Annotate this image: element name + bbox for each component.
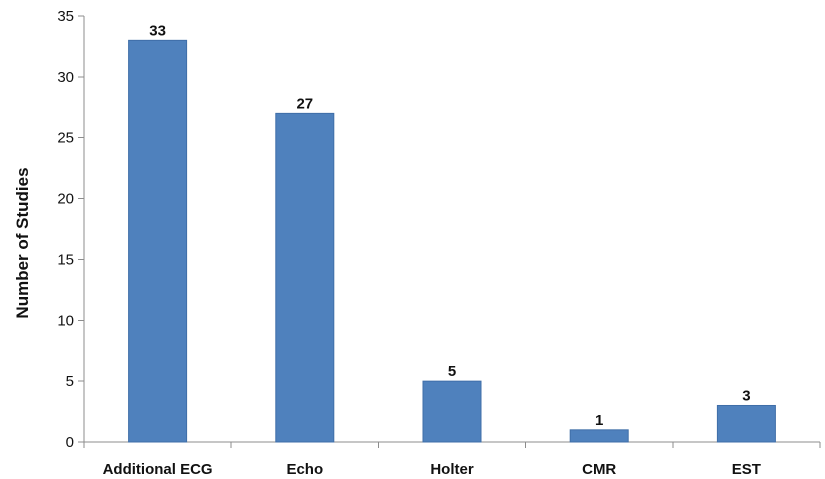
- y-axis-title: Number of Studies: [13, 167, 32, 318]
- bar-cmr: [569, 429, 629, 443]
- y-tick-label-0: 0: [66, 434, 74, 451]
- x-tick-label-additional-ecg: Additional ECG: [103, 461, 213, 478]
- x-tick-label-cmr: CMR: [582, 461, 616, 478]
- data-label-additional-ecg: 33: [149, 22, 166, 39]
- bar-echo: [275, 112, 335, 443]
- bar-holter: [422, 380, 482, 443]
- data-label-holter: 5: [448, 363, 456, 380]
- x-tick-label-holter: Holter: [430, 461, 474, 478]
- data-label-cmr: 1: [595, 412, 603, 429]
- data-label-est: 3: [742, 387, 750, 404]
- y-tick-label-20: 20: [57, 191, 74, 208]
- y-tick-label-5: 5: [66, 373, 74, 390]
- x-tick-label-est: EST: [732, 461, 761, 478]
- y-tick-label-35: 35: [57, 8, 74, 25]
- x-tick-label-echo: Echo: [286, 461, 323, 478]
- y-tick-label-10: 10: [57, 312, 74, 329]
- plot-area: 0 5 10 15 20 25 30 35 33 Additional ECG 27 Echo 5 Hol…: [57, 8, 821, 478]
- bar-additional-ecg: [128, 39, 188, 443]
- bar-est: [716, 404, 776, 443]
- y-tick-label-30: 30: [57, 69, 74, 86]
- y-tick-label-15: 15: [57, 251, 74, 268]
- y-tick-label-25: 25: [57, 130, 74, 147]
- data-label-echo: 27: [296, 95, 313, 112]
